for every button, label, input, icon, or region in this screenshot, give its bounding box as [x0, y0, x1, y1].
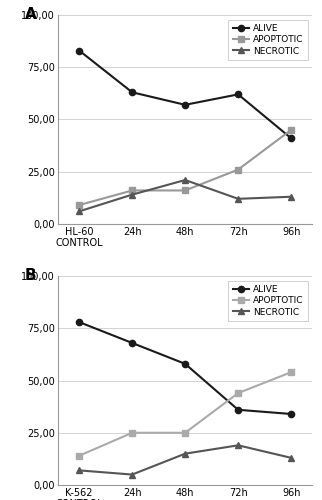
Text: B: B [25, 268, 36, 283]
Line: NECROTIC: NECROTIC [76, 442, 294, 478]
APOPTOTIC [130, 188, 134, 194]
Line: APOPTOTIC: APOPTOTIC [76, 369, 294, 459]
APOPTOTIC [289, 127, 293, 133]
ALIVE [77, 319, 81, 325]
NECROTIC [183, 177, 187, 183]
APOPTOTIC [77, 202, 81, 208]
APOPTOTIC [183, 430, 187, 436]
Legend: ALIVE, APOPTOTIC, NECROTIC: ALIVE, APOPTOTIC, NECROTIC [228, 280, 308, 321]
APOPTOTIC [289, 369, 293, 375]
Text: A: A [25, 6, 37, 22]
Line: ALIVE: ALIVE [76, 48, 294, 142]
Line: NECROTIC: NECROTIC [76, 177, 294, 214]
Line: ALIVE: ALIVE [76, 319, 294, 417]
ALIVE [183, 102, 187, 108]
ALIVE [130, 340, 134, 346]
ALIVE [289, 135, 293, 141]
NECROTIC [130, 192, 134, 198]
Legend: ALIVE, APOPTOTIC, NECROTIC: ALIVE, APOPTOTIC, NECROTIC [228, 20, 308, 60]
NECROTIC [77, 208, 81, 214]
NECROTIC [236, 442, 240, 448]
NECROTIC [183, 450, 187, 456]
ALIVE [236, 407, 240, 413]
ALIVE [289, 411, 293, 417]
NECROTIC [289, 455, 293, 461]
ALIVE [130, 90, 134, 96]
NECROTIC [77, 468, 81, 473]
Line: APOPTOTIC: APOPTOTIC [76, 127, 294, 208]
ALIVE [236, 92, 240, 98]
APOPTOTIC [236, 390, 240, 396]
NECROTIC [289, 194, 293, 200]
APOPTOTIC [183, 188, 187, 194]
ALIVE [183, 361, 187, 367]
ALIVE [77, 48, 81, 54]
APOPTOTIC [77, 453, 81, 459]
APOPTOTIC [130, 430, 134, 436]
NECROTIC [130, 472, 134, 478]
NECROTIC [236, 196, 240, 202]
APOPTOTIC [236, 166, 240, 172]
